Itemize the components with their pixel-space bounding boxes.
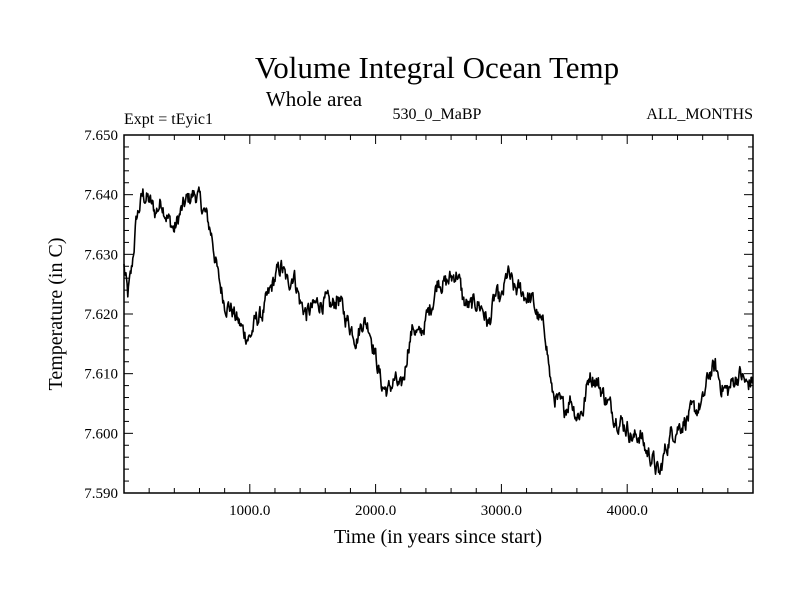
chart-subtitle: Whole area bbox=[266, 87, 363, 111]
months-label: ALL_MONTHS bbox=[646, 106, 753, 123]
y-axis-title: Temperature (in C) bbox=[45, 238, 67, 391]
chart-title: Volume Integral Ocean Temp bbox=[255, 50, 619, 85]
x-tick-label: 4000.0 bbox=[607, 503, 648, 519]
y-tick-label: 7.590 bbox=[84, 486, 118, 502]
y-tick-label: 7.610 bbox=[84, 367, 118, 383]
y-tick-label: 7.640 bbox=[84, 188, 118, 204]
x-tick-label: 2000.0 bbox=[355, 503, 396, 519]
period-label: 530_0_MaBP bbox=[393, 106, 482, 123]
y-axis: 7.590 7.600 7.610 7.620 7.630 7.640 7.650 bbox=[84, 128, 753, 502]
x-axis: 1000.0 2000.0 3000.0 4000.0 bbox=[148, 135, 729, 519]
temperature-line bbox=[123, 186, 754, 475]
y-tick-label: 7.600 bbox=[84, 426, 118, 442]
x-tick-label: 3000.0 bbox=[481, 503, 522, 519]
x-tick-label: 1000.0 bbox=[229, 503, 270, 519]
y-tick-label: 7.650 bbox=[84, 128, 118, 144]
experiment-label: Expt = tEyic1 bbox=[124, 111, 213, 128]
y-tick-label: 7.620 bbox=[84, 307, 118, 323]
x-axis-title: Time (in years since start) bbox=[334, 526, 542, 548]
plot-frame bbox=[123, 134, 754, 494]
y-tick-label: 7.630 bbox=[84, 247, 118, 263]
